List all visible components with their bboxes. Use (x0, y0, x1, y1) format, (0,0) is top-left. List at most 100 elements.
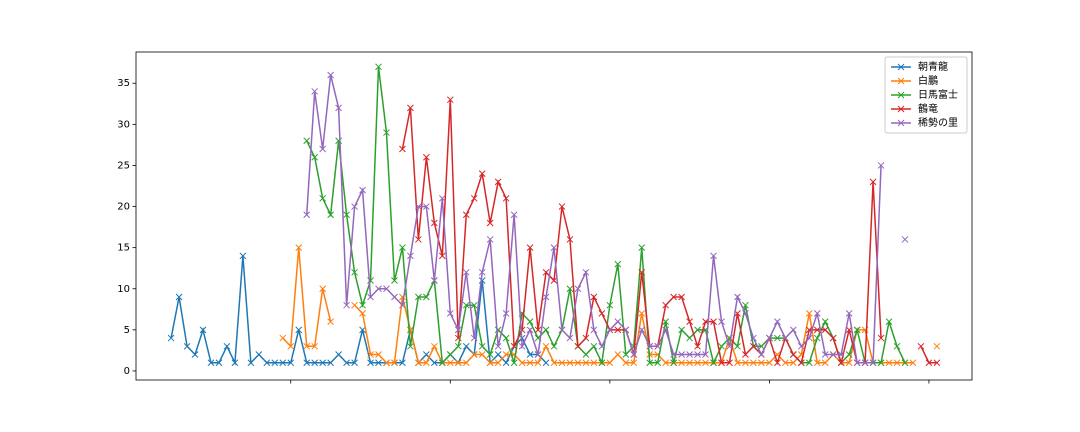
marker (526, 326, 534, 334)
y-tick-label: 0 (124, 366, 130, 377)
marker (295, 326, 303, 334)
marker (502, 334, 510, 342)
marker (901, 236, 909, 243)
marker (430, 219, 438, 227)
marker (789, 351, 797, 358)
marker (351, 203, 358, 210)
marker (367, 351, 374, 358)
marker (821, 351, 829, 358)
legend-label: 白鵬 (918, 74, 938, 87)
marker (438, 194, 446, 202)
marker (183, 342, 191, 350)
marker (694, 342, 701, 350)
marker (510, 342, 518, 350)
marker (279, 334, 287, 342)
marker (582, 334, 590, 342)
marker (375, 351, 382, 358)
marker (271, 359, 279, 367)
marker (797, 342, 805, 350)
marker (654, 342, 662, 350)
marker (423, 153, 430, 161)
marker (367, 359, 374, 367)
marker (454, 359, 462, 367)
marker (470, 334, 478, 342)
marker (399, 244, 406, 252)
y-tick-label: 5 (124, 325, 130, 336)
marker (766, 359, 773, 367)
marker (470, 351, 478, 358)
marker (662, 318, 670, 325)
marker (446, 96, 454, 104)
marker (407, 252, 414, 260)
marker (478, 277, 486, 284)
legend-box (884, 56, 968, 134)
marker (590, 359, 598, 367)
marker (742, 351, 749, 358)
marker (638, 244, 646, 252)
marker (518, 342, 526, 350)
marker (734, 359, 741, 367)
marker (231, 359, 239, 367)
marker (215, 359, 223, 367)
marker (518, 326, 526, 334)
marker (526, 318, 534, 325)
marker (614, 260, 622, 268)
marker (678, 293, 685, 301)
marker (710, 252, 717, 260)
marker (702, 359, 709, 367)
marker (750, 334, 757, 342)
marker (821, 359, 829, 367)
marker (566, 359, 574, 367)
marker (343, 211, 350, 219)
marker (494, 326, 502, 334)
marker (303, 342, 311, 350)
marker (630, 359, 638, 367)
marker (797, 359, 805, 367)
marker (853, 359, 861, 367)
marker (542, 268, 550, 276)
marker (287, 342, 295, 350)
marker (606, 326, 614, 334)
marker (550, 342, 558, 350)
marker (678, 326, 685, 334)
marker (375, 285, 382, 293)
marker (734, 310, 741, 317)
marker (319, 194, 327, 202)
marker (415, 293, 422, 301)
marker (901, 359, 909, 367)
marker (303, 359, 311, 367)
marker (255, 351, 263, 358)
marker (247, 359, 255, 367)
marker (750, 342, 757, 350)
marker (566, 236, 574, 243)
marker (582, 351, 590, 358)
marker (638, 326, 646, 334)
marker (391, 293, 398, 301)
marker (375, 359, 382, 367)
marker (423, 293, 430, 301)
marker (415, 203, 422, 210)
marker (494, 351, 502, 358)
marker (534, 351, 542, 358)
marker (375, 63, 382, 71)
marker (558, 203, 566, 210)
marker (462, 359, 470, 367)
marker (630, 351, 638, 358)
marker (813, 359, 821, 367)
marker (813, 310, 821, 317)
marker (726, 342, 733, 350)
marker (614, 351, 622, 358)
marker (742, 359, 749, 367)
marker (750, 359, 757, 367)
y-tick-label: 30 (117, 119, 130, 130)
marker (438, 359, 446, 367)
marker (399, 293, 406, 301)
marker (718, 318, 725, 325)
marker (566, 285, 574, 293)
marker (638, 310, 646, 317)
marker (486, 351, 494, 358)
marker (622, 359, 630, 367)
marker (877, 162, 885, 169)
marker (614, 326, 622, 334)
